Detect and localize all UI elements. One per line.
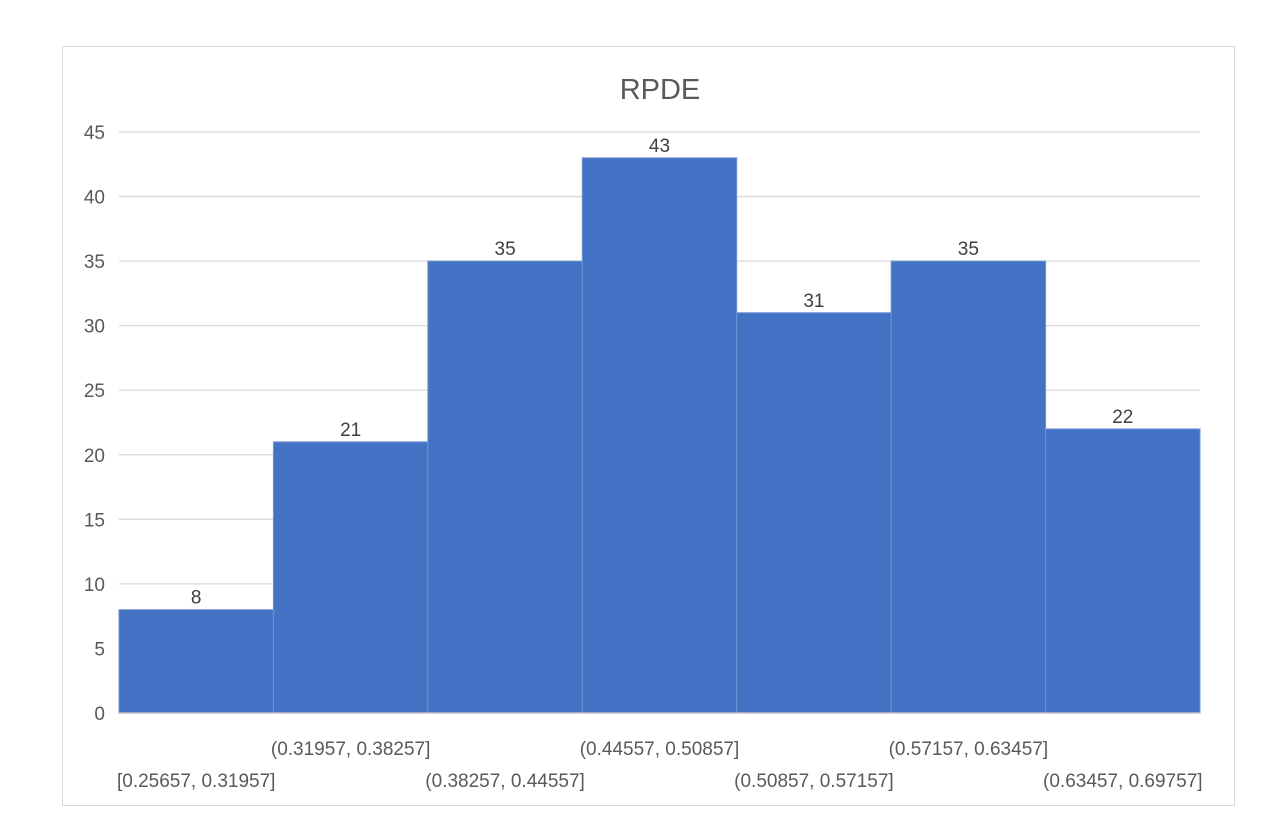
x-tick-label: [0.25657, 0.31957] <box>117 771 275 792</box>
data-label: 31 <box>803 291 824 312</box>
x-tick-label: (0.50857, 0.57157] <box>734 771 894 792</box>
data-label: 22 <box>1112 407 1133 428</box>
y-tick-label: 15 <box>84 510 105 531</box>
bar <box>272 441 429 714</box>
bar <box>427 260 583 714</box>
y-tick-label: 30 <box>84 317 105 338</box>
data-label: 8 <box>191 588 202 609</box>
bar <box>118 609 274 714</box>
bar <box>581 157 738 714</box>
bars <box>118 157 1201 714</box>
bar <box>890 260 1047 714</box>
labels: 0 5 10 15 20 25 30 35 40 45 8 21 35 43 31 35 22 [0.25657,… <box>84 123 1203 792</box>
y-tick-label: 35 <box>84 252 105 273</box>
data-label: 43 <box>649 136 670 157</box>
bar <box>736 312 892 714</box>
y-tick-label: 0 <box>94 704 105 725</box>
data-label: 35 <box>958 239 979 260</box>
data-label: 35 <box>495 239 516 260</box>
y-tick-label: 20 <box>84 446 105 467</box>
x-tick-label: (0.44557, 0.50857] <box>580 739 740 760</box>
y-tick-label: 10 <box>84 575 105 596</box>
chart-title: RPDE <box>620 74 701 106</box>
x-tick-label: (0.63457, 0.69757] <box>1043 771 1203 792</box>
histogram-chart: RPDE 0 5 10 15 20 25 30 35 40 45 8 21 35 43 31 35 22 [0.2… <box>84 74 1203 792</box>
y-tick-label: 25 <box>84 381 105 402</box>
y-tick-label: 45 <box>84 123 105 144</box>
y-tick-label: 40 <box>84 188 105 209</box>
x-tick-label: (0.57157, 0.63457] <box>889 739 1049 760</box>
y-tick-label: 5 <box>94 639 105 660</box>
bar <box>1045 428 1201 714</box>
data-label: 21 <box>340 420 361 441</box>
x-tick-label: (0.38257, 0.44557] <box>425 771 585 792</box>
x-tick-label: (0.31957, 0.38257] <box>271 739 431 760</box>
chart-area: RPDE 0 5 10 15 20 25 30 35 40 45 8 21 35 43 31 35 22 [0.2… <box>62 46 1235 806</box>
